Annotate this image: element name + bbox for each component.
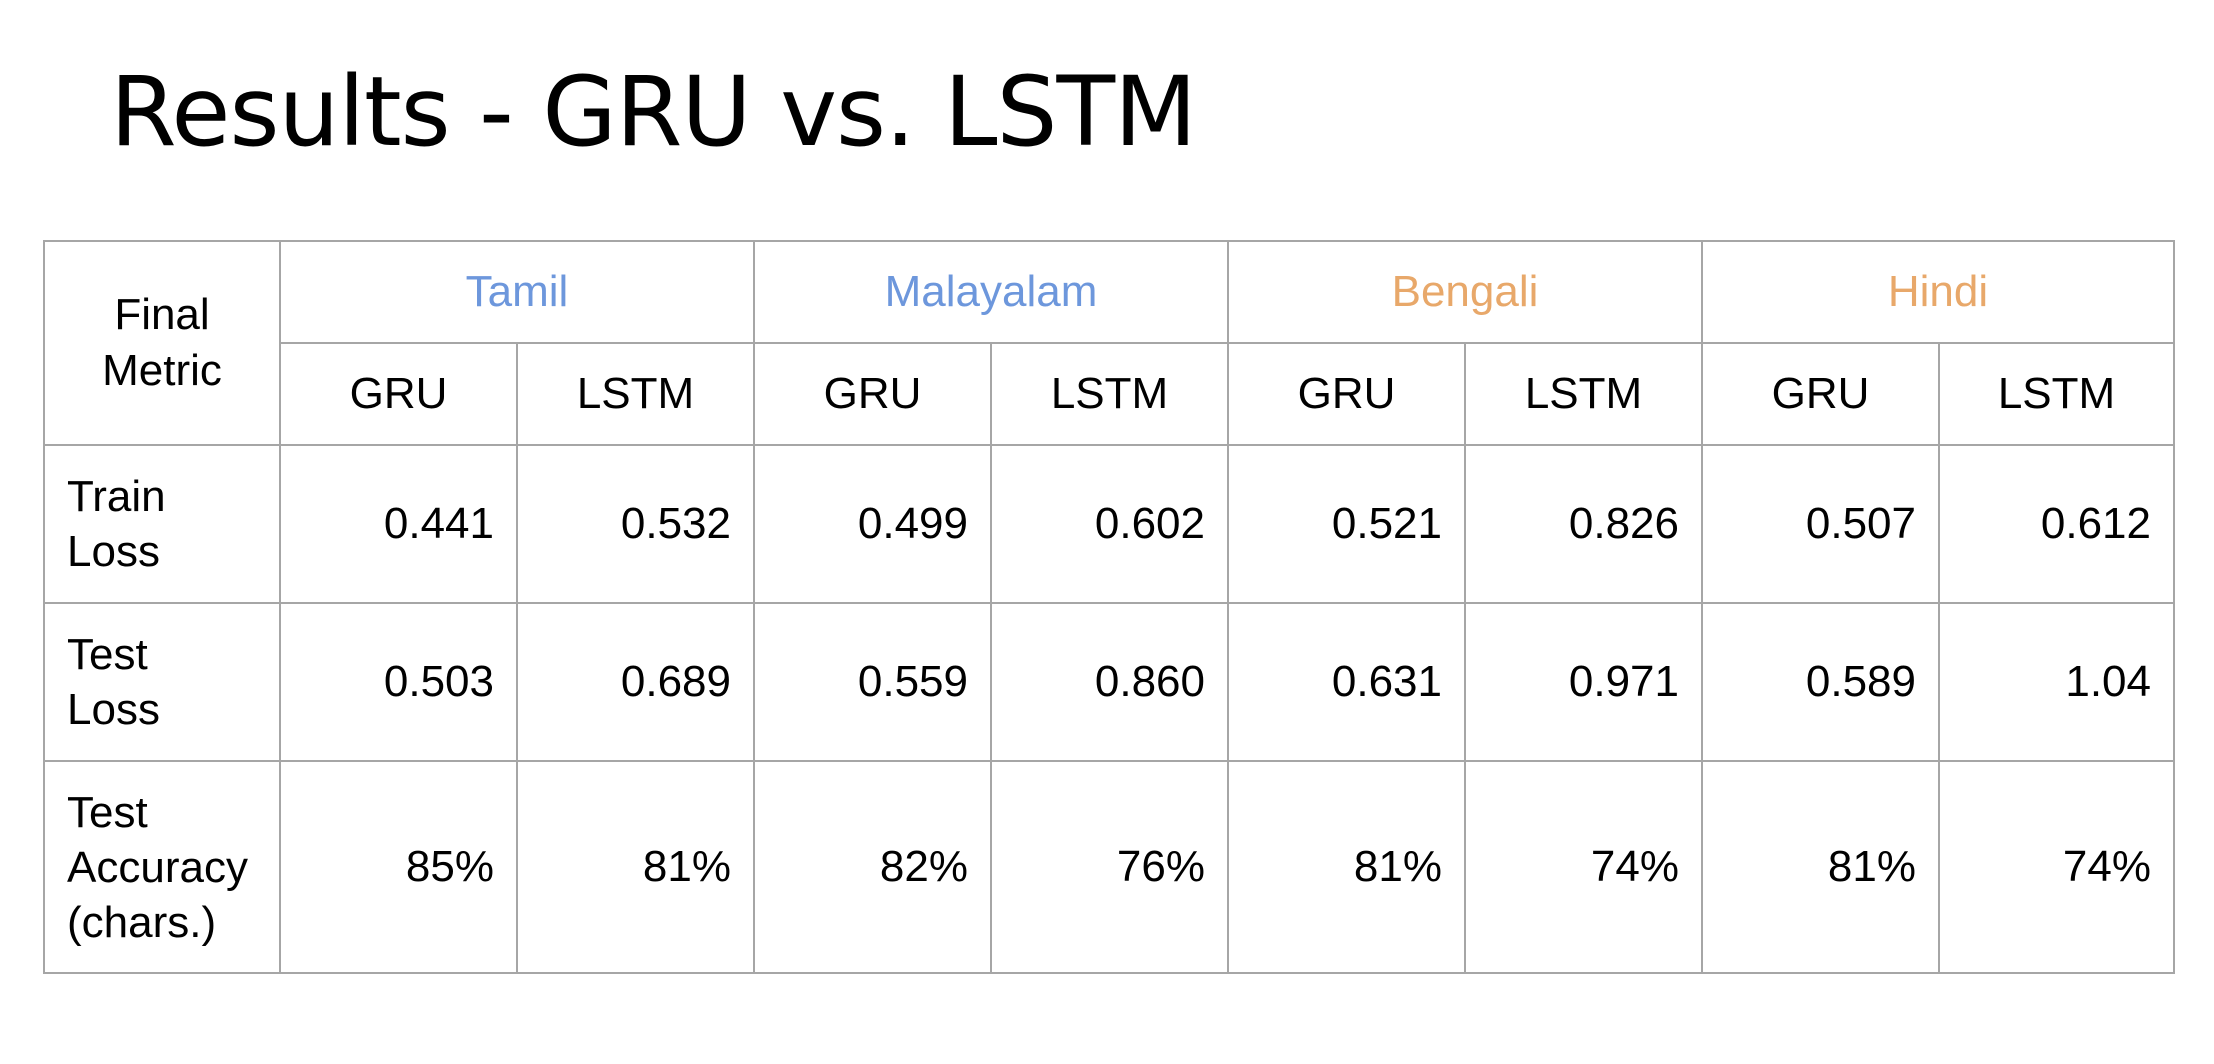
language-header-tamil: Tamil xyxy=(279,240,755,344)
row-label-line: Test xyxy=(67,787,148,837)
value-cell: 1.04 xyxy=(1938,602,2175,762)
value-cell: 74% xyxy=(1464,760,1703,974)
row-label-line: Test xyxy=(67,630,148,679)
model-header: LSTM xyxy=(1464,342,1703,446)
row-label-line: Train xyxy=(67,472,166,521)
model-header: GRU xyxy=(753,342,992,446)
slide-title: Results - GRU vs. LSTM xyxy=(110,56,1197,168)
value-cell: 0.532 xyxy=(516,444,755,604)
model-header: GRU xyxy=(279,342,518,446)
value-cell: 81% xyxy=(1227,760,1466,974)
row-label-line: Accuracy xyxy=(67,842,248,892)
row-label-line: Loss xyxy=(67,685,160,734)
model-header: LSTM xyxy=(516,342,755,446)
model-header: GRU xyxy=(1227,342,1466,446)
value-cell: 0.507 xyxy=(1701,444,1940,604)
value-cell: 0.503 xyxy=(279,602,518,762)
value-cell: 0.559 xyxy=(753,602,992,762)
value-cell: 0.441 xyxy=(279,444,518,604)
table-row-test-loss: Test Loss 0.503 0.689 0.559 0.860 0.631 … xyxy=(43,602,2175,762)
language-header-hindi: Hindi xyxy=(1701,240,2175,344)
language-header-malayalam: Malayalam xyxy=(753,240,1229,344)
value-cell: 0.521 xyxy=(1227,444,1466,604)
value-cell: 0.689 xyxy=(516,602,755,762)
language-header-bengali: Bengali xyxy=(1227,240,1703,344)
model-header: LSTM xyxy=(990,342,1229,446)
value-cell: 81% xyxy=(516,760,755,974)
value-cell: 0.860 xyxy=(990,602,1229,762)
row-label-line: Loss xyxy=(67,527,160,576)
value-cell: 0.826 xyxy=(1464,444,1703,604)
value-cell: 0.612 xyxy=(1938,444,2175,604)
value-cell: 0.589 xyxy=(1701,602,1940,762)
value-cell: 0.499 xyxy=(753,444,992,604)
value-cell: 74% xyxy=(1938,760,2175,974)
value-cell: 0.971 xyxy=(1464,602,1703,762)
final-metric-header: Final Metric xyxy=(43,240,281,446)
model-header: LSTM xyxy=(1938,342,2175,446)
value-cell: 81% xyxy=(1701,760,1940,974)
row-label-train-loss: Train Loss xyxy=(43,444,281,604)
results-table: Final Metric Tamil Malayalam Bengali Hin… xyxy=(43,240,2175,974)
value-cell: 82% xyxy=(753,760,992,974)
value-cell: 0.602 xyxy=(990,444,1229,604)
row-label-line: (chars.) xyxy=(67,897,217,947)
value-cell: 76% xyxy=(990,760,1229,974)
model-header: GRU xyxy=(1701,342,1940,446)
table-row-train-loss: Train Loss 0.441 0.532 0.499 0.602 0.521… xyxy=(43,444,2175,604)
language-header-row: Final Metric Tamil Malayalam Bengali Hin… xyxy=(43,240,2175,446)
row-label-test-accuracy: Test Accuracy (chars.) xyxy=(43,760,281,974)
row-label-test-loss: Test Loss xyxy=(43,602,281,762)
final-metric-header-line: Final xyxy=(114,290,210,339)
value-cell: 85% xyxy=(279,760,518,974)
value-cell: 0.631 xyxy=(1227,602,1466,762)
model-header-row: GRU LSTM GRU LSTM GRU LSTM GRU LSTM xyxy=(44,342,2175,446)
table-row-test-accuracy: Test Accuracy (chars.) 85% 81% 82% 76% 8… xyxy=(43,760,2175,974)
final-metric-header-line: Metric xyxy=(102,346,222,395)
